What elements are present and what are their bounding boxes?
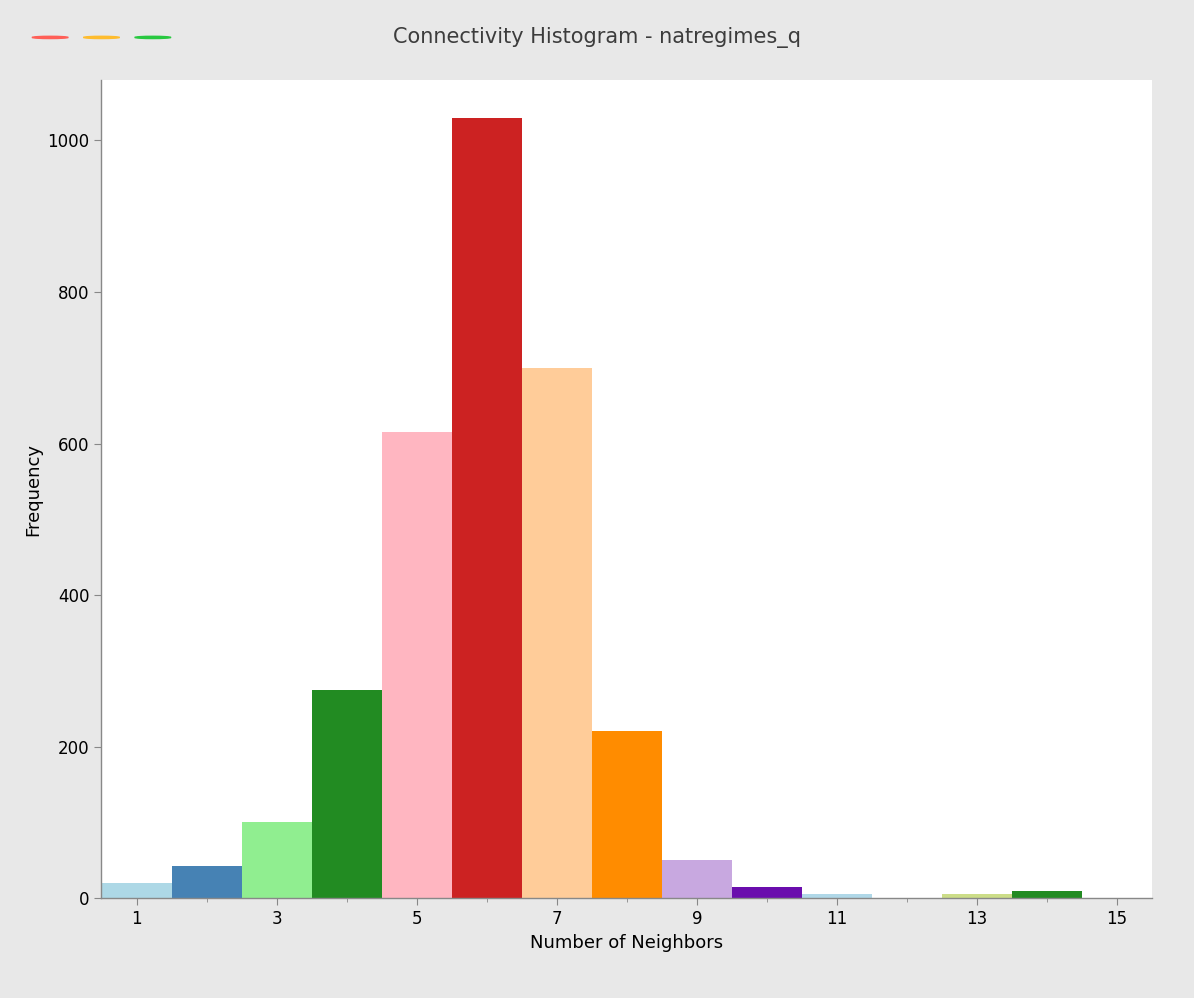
Bar bbox=[382, 432, 451, 898]
X-axis label: Number of Neighbors: Number of Neighbors bbox=[530, 933, 724, 951]
Bar bbox=[101, 883, 172, 898]
Bar bbox=[172, 866, 241, 898]
Bar bbox=[732, 887, 802, 898]
Bar bbox=[522, 368, 592, 898]
Bar bbox=[942, 894, 1013, 898]
Circle shape bbox=[135, 36, 171, 39]
Bar bbox=[661, 860, 732, 898]
Bar bbox=[592, 732, 661, 898]
Bar bbox=[241, 822, 312, 898]
Bar bbox=[312, 690, 382, 898]
Circle shape bbox=[84, 36, 119, 39]
Bar bbox=[451, 118, 522, 898]
Bar bbox=[802, 894, 872, 898]
Text: Connectivity Histogram - natregimes_q: Connectivity Histogram - natregimes_q bbox=[393, 27, 801, 48]
Circle shape bbox=[32, 36, 68, 39]
Y-axis label: Frequency: Frequency bbox=[24, 442, 42, 536]
Bar bbox=[1013, 890, 1082, 898]
